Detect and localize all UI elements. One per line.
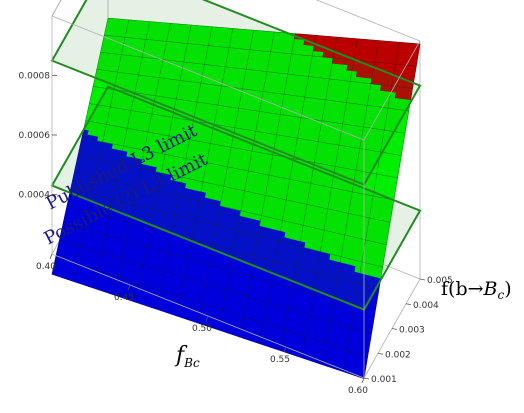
y-tick-mark — [363, 377, 370, 380]
box-edge-back-1 — [315, 0, 421, 42]
y-tick-label: 0.001 — [371, 375, 397, 385]
y-tick-mark — [391, 328, 398, 330]
y-tick-label: 0.004 — [413, 301, 439, 311]
x-tick-label: 0.55 — [270, 355, 290, 365]
z-tick-label: 0.0006 — [19, 131, 51, 141]
x-tick-label: 0.50 — [192, 324, 212, 334]
x-tick-label: 0.45 — [114, 293, 134, 303]
z-tick-label: 0.0008 — [19, 72, 51, 82]
x-tick-mark — [361, 377, 365, 384]
x-tick-label: 0.60 — [348, 386, 368, 396]
y-tick-mark — [405, 303, 412, 306]
y-tick-mark — [419, 278, 426, 281]
x-tick-mark — [49, 253, 53, 260]
y-tick-mark — [377, 352, 384, 355]
x-tick-label: 0.40 — [36, 262, 56, 272]
y-tick-label: 0.002 — [385, 350, 411, 360]
x-axis-title: fBc — [174, 343, 200, 370]
y-tick-label: 0.003 — [399, 326, 425, 336]
y-axis-title: f(b→Bc) — [441, 278, 512, 302]
